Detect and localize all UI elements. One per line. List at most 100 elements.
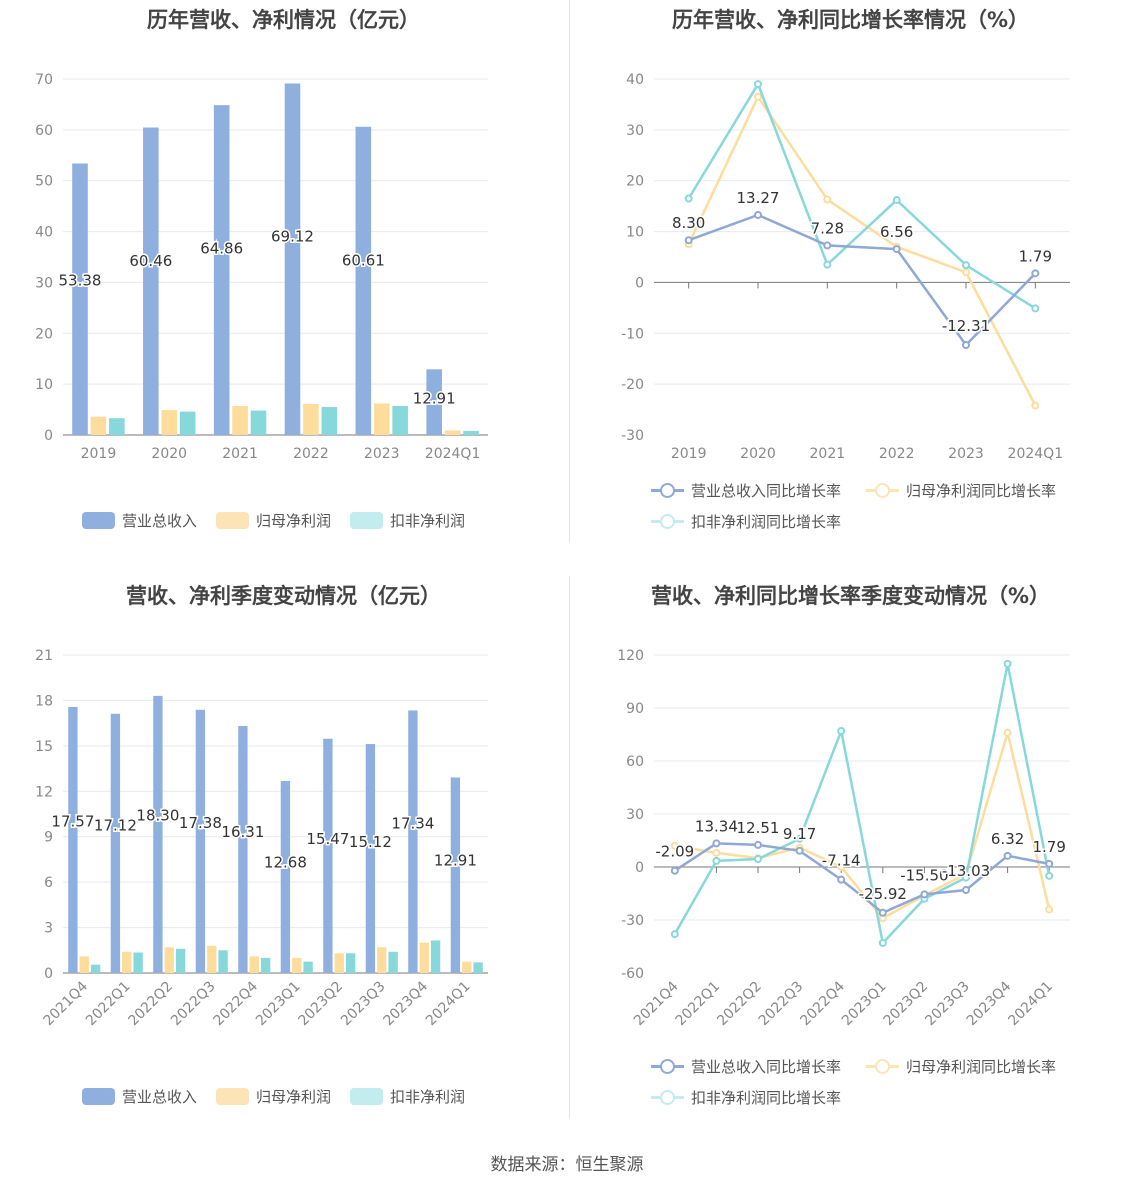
series-line xyxy=(688,213,1037,347)
legend-label: 营业总收入同比增长率 xyxy=(691,482,842,500)
data-label: 8.30 xyxy=(672,214,705,232)
legend-swatch xyxy=(651,1058,684,1075)
bar xyxy=(175,948,186,973)
bar xyxy=(207,945,217,973)
legend-item-deducted-profit-growth[interactable]: 扣非净利润同比增长率 xyxy=(651,511,841,532)
data-label: -25.92 xyxy=(859,885,907,903)
bar xyxy=(79,956,89,973)
divider xyxy=(569,576,570,1118)
legend-item-net-profit-growth[interactable]: 归母净利润同比增长率 xyxy=(866,480,1056,501)
legend-item-revenue[interactable]: 营业总收入 xyxy=(82,1086,197,1107)
data-point xyxy=(754,840,762,849)
x-tick-label: 2022 xyxy=(293,446,329,462)
y-tick-label: 90 xyxy=(626,701,644,717)
series-line xyxy=(673,663,1051,946)
data-label: 1.79 xyxy=(1032,838,1065,856)
bar xyxy=(450,777,461,973)
data-point xyxy=(962,886,970,895)
data-label: 9.17 xyxy=(783,825,816,843)
data-point xyxy=(1031,401,1040,410)
y-tick-label: 3 xyxy=(44,921,53,937)
data-label: 60.46 xyxy=(129,252,172,270)
x-tick-label: 2022Q1 xyxy=(673,979,724,1030)
data-label: 7.28 xyxy=(811,219,844,237)
x-tick-label: 2022Q4 xyxy=(797,978,848,1029)
chart-title: 营收、净利同比增长率季度变动情况（%） xyxy=(650,584,1051,608)
legend-item-net-profit-growth[interactable]: 归母净利润同比增长率 xyxy=(866,1056,1056,1077)
data-point xyxy=(962,873,970,882)
series-line xyxy=(674,842,1050,915)
data-point xyxy=(1003,659,1012,668)
legend-item-revenue-growth[interactable]: 营业总收入同比增长率 xyxy=(651,1056,841,1077)
bar xyxy=(195,709,206,973)
legend-item-deducted-profit[interactable]: 扣非净利润 xyxy=(350,1086,465,1107)
legend-label: 营业总收入同比增长率 xyxy=(691,1058,842,1076)
legend-item-deducted-profit[interactable]: 扣非净利润 xyxy=(350,510,465,531)
y-tick-label: 0 xyxy=(44,428,53,444)
legend-item-deducted-profit-growth[interactable]: 扣非净利润同比增长率 xyxy=(651,1087,841,1108)
legend: 营业总收入同比增长率 归母净利润同比增长率 扣非净利润同比增长率 xyxy=(567,480,1134,540)
y-tick-label: 50 xyxy=(35,174,53,190)
bar xyxy=(430,940,441,973)
x-tick-label: 2023Q4 xyxy=(380,978,431,1029)
legend-item-revenue-growth[interactable]: 营业总收入同比增长率 xyxy=(651,480,841,501)
bar xyxy=(143,127,159,436)
data-point xyxy=(823,260,832,269)
chart-title: 历年营收、净利同比增长率情况（%） xyxy=(671,8,1030,32)
bar xyxy=(260,957,271,973)
legend-item-net-profit[interactable]: 归母净利润 xyxy=(216,510,331,531)
data-point xyxy=(754,92,762,101)
y-tick-label: 15 xyxy=(35,739,53,755)
y-tick-label: 60 xyxy=(626,754,644,770)
annual-bar-chart: 0 10 20 30 40 50 60 70 53.38 60.46 64.86 69.12 60.61… xyxy=(35,72,488,462)
data-label: 1.79 xyxy=(1019,247,1052,265)
y-tick-label: 30 xyxy=(626,123,644,139)
x-tick-label: 2023 xyxy=(948,446,984,462)
y-tick-label: 60 xyxy=(35,123,53,139)
data-point xyxy=(837,863,846,871)
y-tick-label: 120 xyxy=(617,648,644,664)
bar xyxy=(218,950,228,973)
bar xyxy=(90,416,107,435)
x-tick-label: 2023Q1 xyxy=(253,979,304,1030)
data-point xyxy=(878,938,887,947)
legend-swatch xyxy=(651,1089,684,1106)
x-tick-label: 2023 xyxy=(364,446,400,462)
bar xyxy=(284,83,301,435)
x-tick-label: 2023Q1 xyxy=(839,979,890,1030)
bar xyxy=(388,951,398,973)
data-point xyxy=(795,834,804,843)
quarterly-growth-panel: 营收、净利同比增长率季度变动情况（%） -60 -30 0 30 60 90 120 -2.0… xyxy=(567,576,1134,1152)
divider xyxy=(569,0,570,542)
bar xyxy=(365,744,376,973)
legend-item-revenue[interactable]: 营业总收入 xyxy=(82,510,197,531)
data-point xyxy=(892,196,901,205)
legend-item-net-profit[interactable]: 归母净利润 xyxy=(216,1086,331,1107)
data-point xyxy=(823,195,832,204)
legend-label: 归母净利润 xyxy=(256,512,332,530)
bar xyxy=(179,411,196,435)
bar xyxy=(426,369,442,435)
data-label: 12.91 xyxy=(413,389,456,407)
data-label: 18.30 xyxy=(136,807,179,825)
data-label: 6.32 xyxy=(991,830,1024,848)
data-label: 15.47 xyxy=(306,830,349,848)
bar xyxy=(355,126,372,436)
legend-label: 归母净利润同比增长率 xyxy=(906,1058,1057,1076)
y-tick-label: 40 xyxy=(35,225,53,241)
legend-label: 扣非净利润同比增长率 xyxy=(691,513,842,531)
bar xyxy=(164,947,174,973)
data-label: 64.86 xyxy=(200,240,243,258)
legend-swatch xyxy=(866,482,899,499)
y-tick-label: -30 xyxy=(621,913,644,929)
data-point xyxy=(1045,871,1054,880)
x-tick-label: 2022Q2 xyxy=(714,979,765,1030)
x-tick-label: 2023Q3 xyxy=(922,979,973,1030)
data-label: 13.27 xyxy=(737,189,780,207)
legend-label: 归母净利润同比增长率 xyxy=(906,482,1057,500)
legend-swatch xyxy=(216,512,249,529)
y-tick-label: 10 xyxy=(35,377,53,393)
y-tick-label: 18 xyxy=(35,693,53,709)
y-tick-label: 21 xyxy=(35,648,53,664)
legend-label: 归母净利润 xyxy=(256,1088,332,1106)
